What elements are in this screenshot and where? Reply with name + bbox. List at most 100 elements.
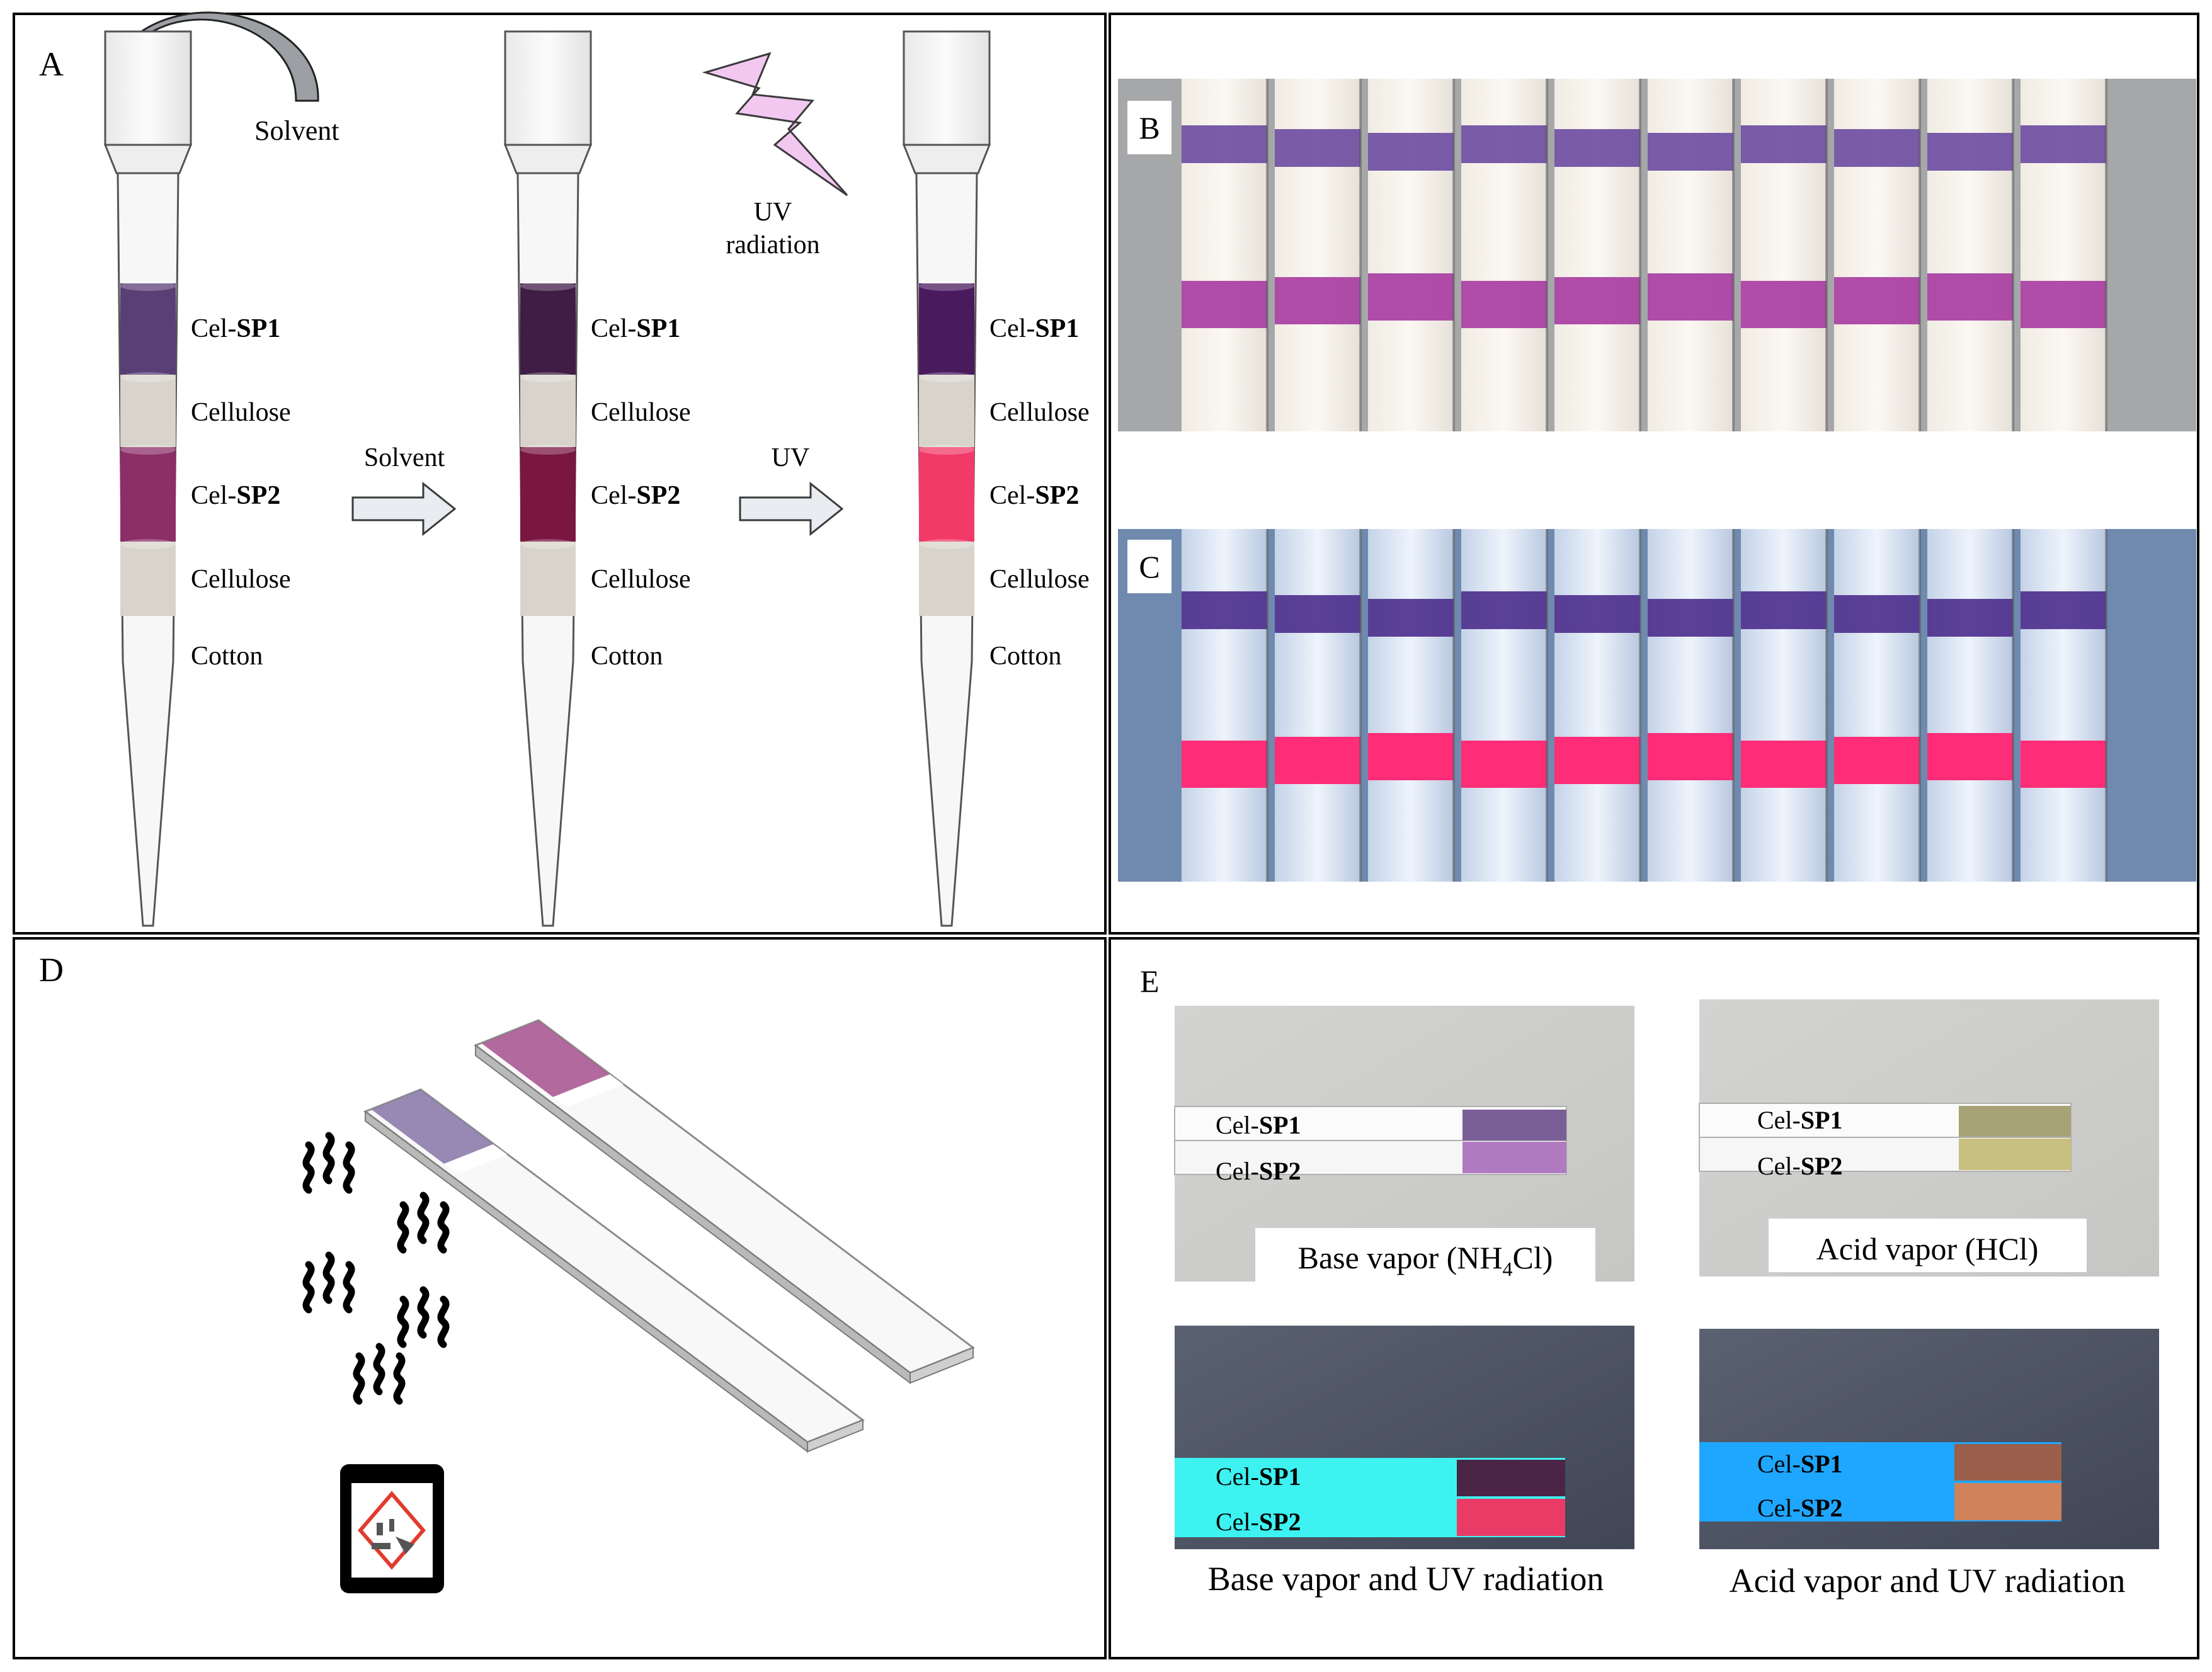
label-cotton: Cotton xyxy=(989,642,1061,671)
strip-band-1 xyxy=(1275,129,1360,167)
strip-band-1 xyxy=(1554,595,1640,633)
layer-cellulose-1 xyxy=(520,375,576,447)
strip-band-1 xyxy=(1834,595,1920,633)
strip-2 xyxy=(1275,529,1362,882)
uv-label-line1: UV xyxy=(754,198,792,227)
base-sp1-label: Cel-SP1 xyxy=(1216,1111,1301,1139)
base-sp1-swatch xyxy=(1462,1110,1566,1140)
strip-band-2 xyxy=(1648,273,1733,321)
panel-c-label-box xyxy=(1127,540,1172,593)
panel-c-strips xyxy=(1182,529,2107,882)
strip-band-2 xyxy=(2021,741,2106,788)
strip-10 xyxy=(2021,79,2107,431)
base-uv-sp1-label: Cel-SP1 xyxy=(1216,1462,1301,1491)
uv-process-arrow xyxy=(739,481,844,537)
label-cel-sp1: Cel-SP1 xyxy=(191,314,280,343)
strip-3 xyxy=(1368,79,1455,431)
pipette-tips: Cel-SP1 Cellulose Cel-SP2 Cellulose Cotton Ce… xyxy=(103,30,1090,927)
strip-band-1 xyxy=(1741,591,1827,629)
strip-2 xyxy=(1275,79,1362,431)
acid-sp2-swatch xyxy=(1959,1139,2071,1170)
strip-10 xyxy=(2021,529,2107,882)
label-cellulose-2: Cellulose xyxy=(191,565,291,594)
panel-c: C xyxy=(1118,529,2196,882)
strip-band-1 xyxy=(1182,591,1267,629)
strip-band-1 xyxy=(1834,129,1920,167)
uv-label-line2: radiation xyxy=(726,230,819,259)
strip-band-2 xyxy=(1182,281,1267,328)
pipette-tip-2: Cel-SP1 Cellulose Cel-SP2 Cellulose Cotton xyxy=(503,30,691,927)
layer-sp1 xyxy=(120,283,176,375)
layer-cellulose-2 xyxy=(120,542,176,616)
strip-band-1 xyxy=(1927,599,2013,637)
strip-4 xyxy=(1461,529,1548,882)
label-cel-sp1: Cel-SP1 xyxy=(989,314,1079,343)
strip-band-2 xyxy=(1368,273,1454,321)
strip-1 xyxy=(1182,79,1268,431)
panel-b-strips xyxy=(1182,79,2107,431)
acid-uv-sp2-label: Cel-SP2 xyxy=(1757,1494,1843,1522)
strip-7 xyxy=(1741,79,1828,431)
strip-band-2 xyxy=(1554,737,1640,784)
strip-band-2 xyxy=(1834,277,1920,324)
base-uv-caption: Base vapor and UV radiation xyxy=(1208,1560,1604,1598)
label-cel-sp2: Cel-SP2 xyxy=(191,481,280,510)
label-cellulose-1: Cellulose xyxy=(191,398,291,427)
base-uv-sp2-label: Cel-SP2 xyxy=(1216,1508,1301,1536)
strip-band-2 xyxy=(1275,737,1360,784)
strip-band-1 xyxy=(1648,599,1733,637)
layer-cellulose-2 xyxy=(919,542,974,616)
label-cel-sp2: Cel-SP2 xyxy=(591,481,680,510)
strip-band-1 xyxy=(1461,591,1547,629)
pipette-tip-1: Cel-SP1 Cellulose Cel-SP2 Cellulose Cotton xyxy=(103,30,291,927)
panel-frames xyxy=(13,13,2199,1659)
strip-6 xyxy=(1648,79,1735,431)
base-uv-sp1-swatch xyxy=(1457,1460,1565,1496)
layer-cellulose-1 xyxy=(120,375,176,447)
corrosive-bottle-icon xyxy=(340,1464,444,1593)
strip-band-2 xyxy=(1927,273,2013,321)
strip-band-2 xyxy=(1741,281,1827,328)
strip-8 xyxy=(1834,79,1921,431)
strip-band-1 xyxy=(1182,125,1267,163)
strip-band-2 xyxy=(1648,733,1733,780)
label-cellulose-1: Cellulose xyxy=(591,398,691,427)
strip-band-1 xyxy=(2021,591,2106,629)
strip-4 xyxy=(1461,79,1548,431)
strip-band-2 xyxy=(1461,741,1547,788)
glass-slide-left xyxy=(363,1088,865,1453)
strip-6 xyxy=(1648,529,1735,882)
strip-band-1 xyxy=(1461,125,1547,163)
acid-uv-caption: Acid vapor and UV radiation xyxy=(1730,1562,2126,1600)
panel-c-label: C xyxy=(1139,549,1160,584)
strip-9 xyxy=(1927,529,2014,882)
solvent-process-arrow xyxy=(351,481,457,537)
arrow2-label: UV xyxy=(772,443,810,472)
layer-cellulose-1 xyxy=(919,375,974,447)
base-uv-sp2-swatch xyxy=(1457,1499,1565,1536)
layer-sp1 xyxy=(520,283,576,375)
strip-band-1 xyxy=(2021,125,2106,163)
acid-vapor-caption: Acid vapor (HCl) xyxy=(1816,1231,2039,1266)
strip-band-2 xyxy=(1554,277,1640,324)
panel-b: B xyxy=(1118,79,2196,431)
label-cellulose-1: Cellulose xyxy=(989,398,1090,427)
layer-sp1 xyxy=(919,283,974,375)
label-cellulose-2: Cellulose xyxy=(989,565,1090,594)
strip-3 xyxy=(1368,529,1455,882)
strip-7 xyxy=(1741,529,1828,882)
strip-9 xyxy=(1927,79,2014,431)
acid-sp1-swatch xyxy=(1959,1106,2071,1137)
strip-band-2 xyxy=(1741,741,1827,788)
arrow1-label: Solvent xyxy=(364,443,445,472)
panel-e: E Cel-SP1 Cel-SP2 Base vapor (NH4Cl) Cel… xyxy=(1140,964,2159,1600)
strip-band-1 xyxy=(1275,595,1360,633)
panel-d-label: D xyxy=(39,951,64,989)
strip-8 xyxy=(1834,529,1921,882)
photo-base-vapor: Cel-SP1 Cel-SP2 Base vapor (NH4Cl) xyxy=(1174,1006,1634,1282)
strip-band-2 xyxy=(1182,741,1267,788)
photo-acid-uv: Cel-SP1 Cel-SP2 Acid vapor and UV radiat… xyxy=(1699,1329,2159,1600)
acid-sp1-label: Cel-SP1 xyxy=(1757,1106,1843,1134)
glass-slide-right xyxy=(473,1019,976,1385)
solvent-top-label: Solvent xyxy=(254,115,339,146)
